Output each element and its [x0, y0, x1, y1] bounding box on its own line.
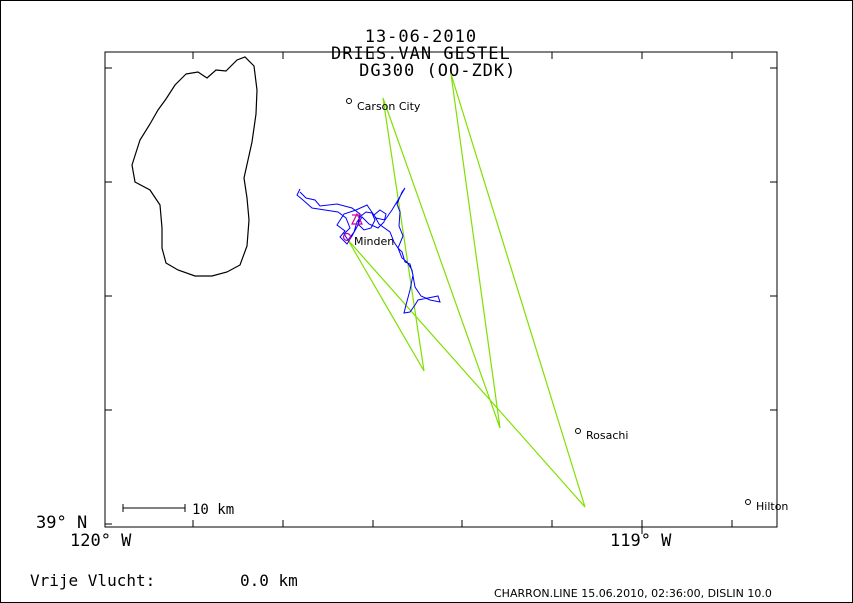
glider-id: DG300 (OO-ZDK)	[359, 61, 517, 81]
lat-ticks	[105, 67, 777, 525]
map-frame	[104, 51, 778, 528]
pilot-name: DRIES.VAN GESTEL	[331, 44, 511, 64]
flight-header: 13-06-2010 DRIES.VAN GESTEL DG300 (OO-ZD…	[0, 12, 853, 80]
lon-ticks	[192, 52, 733, 534]
place-minden: Minden	[354, 235, 394, 248]
scale-bar-label: 10 km	[192, 502, 234, 518]
lake-tahoe-outline	[131, 56, 258, 277]
footer-info: CHARRON.LINE 15.06.2010, 02:36:00, DISLI…	[494, 587, 772, 600]
start-marker	[342, 212, 363, 242]
flight-track	[296, 187, 441, 314]
lat-label: 39° N	[36, 513, 88, 533]
place-carson-city: Carson City	[346, 98, 421, 113]
free-flight-label: Vrije Vlucht:	[30, 571, 156, 590]
place-label-minden: Minden	[354, 235, 394, 248]
place-label-carson-city: Carson City	[357, 100, 421, 113]
flight-date: 13-06-2010	[364, 27, 478, 47]
place-label-rosachi: Rosachi	[586, 429, 628, 442]
place-rosachi: Rosachi	[575, 428, 628, 442]
task-route	[347, 73, 586, 508]
free-flight-value: 0.0 km	[240, 571, 298, 590]
place-label-hilton: Hilton	[756, 500, 788, 513]
scale-bar	[122, 504, 186, 512]
lon-left-label: 120° W	[70, 531, 132, 551]
lon-right-label: 119° W	[610, 531, 672, 551]
place-hilton: Hilton	[745, 499, 788, 513]
